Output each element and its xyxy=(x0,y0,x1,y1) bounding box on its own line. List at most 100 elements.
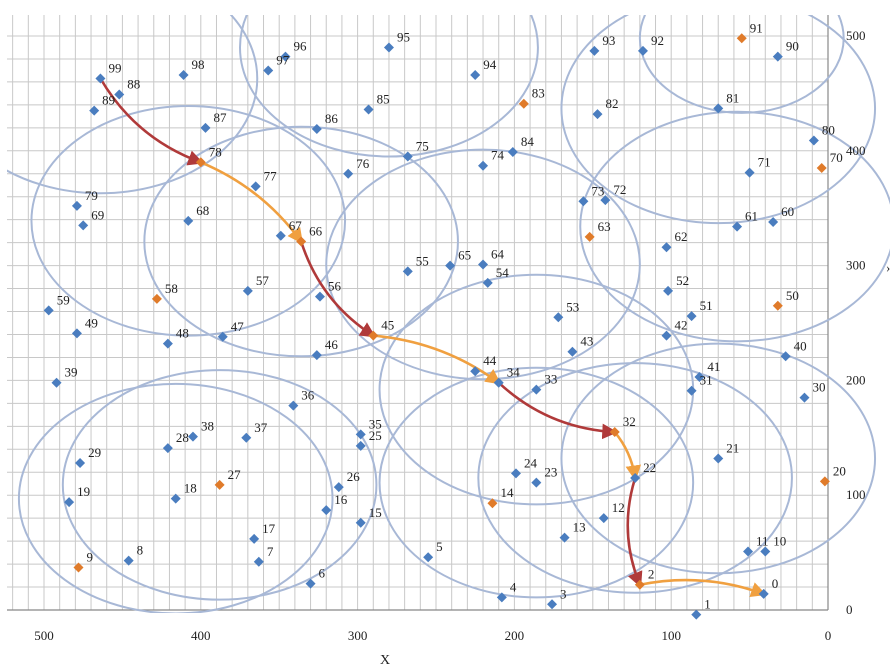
node-label: 40 xyxy=(794,338,807,353)
x-tick-label: 200 xyxy=(505,628,525,643)
node-marker xyxy=(250,181,261,192)
node-marker xyxy=(114,89,125,100)
node-marker xyxy=(217,331,228,342)
node-marker xyxy=(73,562,84,573)
node-marker xyxy=(487,498,498,509)
node-label: 10 xyxy=(773,533,786,548)
node-label: 52 xyxy=(676,273,689,288)
node-marker xyxy=(691,609,702,620)
node-label: 68 xyxy=(196,203,209,218)
node-marker xyxy=(713,453,724,464)
node-label: 23 xyxy=(544,465,557,480)
route-segment xyxy=(99,77,204,166)
node-marker xyxy=(553,312,564,323)
range-circle xyxy=(7,15,259,195)
node-marker xyxy=(296,236,307,247)
node-label: 35 xyxy=(369,416,382,431)
sensor-nodes xyxy=(43,33,830,620)
node-marker xyxy=(321,505,332,516)
node-label: 90 xyxy=(786,39,799,54)
node-label: 0 xyxy=(772,576,779,591)
node-label: 98 xyxy=(192,57,205,72)
node-label: 85 xyxy=(377,91,390,106)
node-marker xyxy=(598,513,609,524)
node-marker xyxy=(559,532,570,543)
node-label: 74 xyxy=(491,148,505,163)
node-marker xyxy=(183,215,194,226)
node-label: 14 xyxy=(500,485,514,500)
node-label: 92 xyxy=(651,33,664,48)
route-segment xyxy=(373,334,502,385)
node-label: 64 xyxy=(491,246,505,261)
node-label: 50 xyxy=(786,288,799,303)
node-label: 37 xyxy=(254,420,268,435)
node-marker xyxy=(71,200,82,211)
route-segment xyxy=(613,431,642,482)
node-marker xyxy=(808,135,819,146)
y-tick-label: 100 xyxy=(846,487,866,502)
node-marker xyxy=(195,157,206,168)
node-marker xyxy=(478,259,489,270)
node-marker xyxy=(470,70,481,81)
node-label: 45 xyxy=(381,318,394,333)
node-marker xyxy=(510,468,521,479)
node-label: 9 xyxy=(86,550,93,565)
node-label: 83 xyxy=(532,86,545,101)
node-marker xyxy=(819,476,830,487)
node-marker xyxy=(214,479,225,490)
node-marker xyxy=(123,555,134,566)
node-label: 87 xyxy=(214,110,228,125)
node-label: 84 xyxy=(521,134,535,149)
node-label: 2 xyxy=(648,567,655,582)
node-marker xyxy=(275,230,286,241)
node-label: 71 xyxy=(758,155,771,170)
node-label: 25 xyxy=(369,428,382,443)
node-marker xyxy=(694,371,705,382)
routing-path xyxy=(99,77,767,598)
node-marker xyxy=(592,109,603,120)
node-marker xyxy=(736,33,747,44)
node-label: 46 xyxy=(325,337,339,352)
node-marker xyxy=(507,146,518,157)
grid-lines xyxy=(7,15,829,611)
node-label: 6 xyxy=(319,566,326,581)
node-marker xyxy=(151,293,162,304)
node-marker xyxy=(71,328,82,339)
node-marker xyxy=(531,384,542,395)
node-label: 32 xyxy=(623,414,636,429)
node-label: 70 xyxy=(830,150,843,165)
node-marker xyxy=(95,73,106,84)
node-label: 20 xyxy=(833,463,846,478)
range-circle xyxy=(239,15,539,158)
range-circle xyxy=(325,148,641,381)
y-tick-label: 500 xyxy=(846,28,866,43)
node-label: 59 xyxy=(57,292,70,307)
node-label: 3 xyxy=(560,586,567,601)
node-label: 60 xyxy=(781,204,794,219)
node-marker xyxy=(241,432,252,443)
node-marker xyxy=(162,443,173,454)
node-label: 49 xyxy=(85,315,98,330)
node-label: 39 xyxy=(65,365,78,380)
route-segment xyxy=(639,578,767,598)
node-label: 57 xyxy=(256,273,270,288)
node-marker xyxy=(496,592,507,603)
node-label: 36 xyxy=(301,388,315,403)
node-label: 11 xyxy=(756,533,769,548)
node-label: 7 xyxy=(267,544,274,559)
node-marker xyxy=(368,330,379,341)
node-marker xyxy=(493,377,504,388)
node-marker xyxy=(567,346,578,357)
node-marker xyxy=(609,427,620,438)
node-label: 43 xyxy=(580,334,593,349)
node-label: 42 xyxy=(674,318,687,333)
node-marker xyxy=(75,458,86,469)
y-tick-label: 400 xyxy=(846,143,866,158)
node-marker xyxy=(686,385,697,396)
node-marker xyxy=(760,546,771,557)
node-label: 1 xyxy=(704,597,711,612)
node-label: 56 xyxy=(328,279,342,294)
range-circle xyxy=(30,105,347,337)
range-circle xyxy=(477,362,793,594)
node-marker xyxy=(772,300,783,311)
